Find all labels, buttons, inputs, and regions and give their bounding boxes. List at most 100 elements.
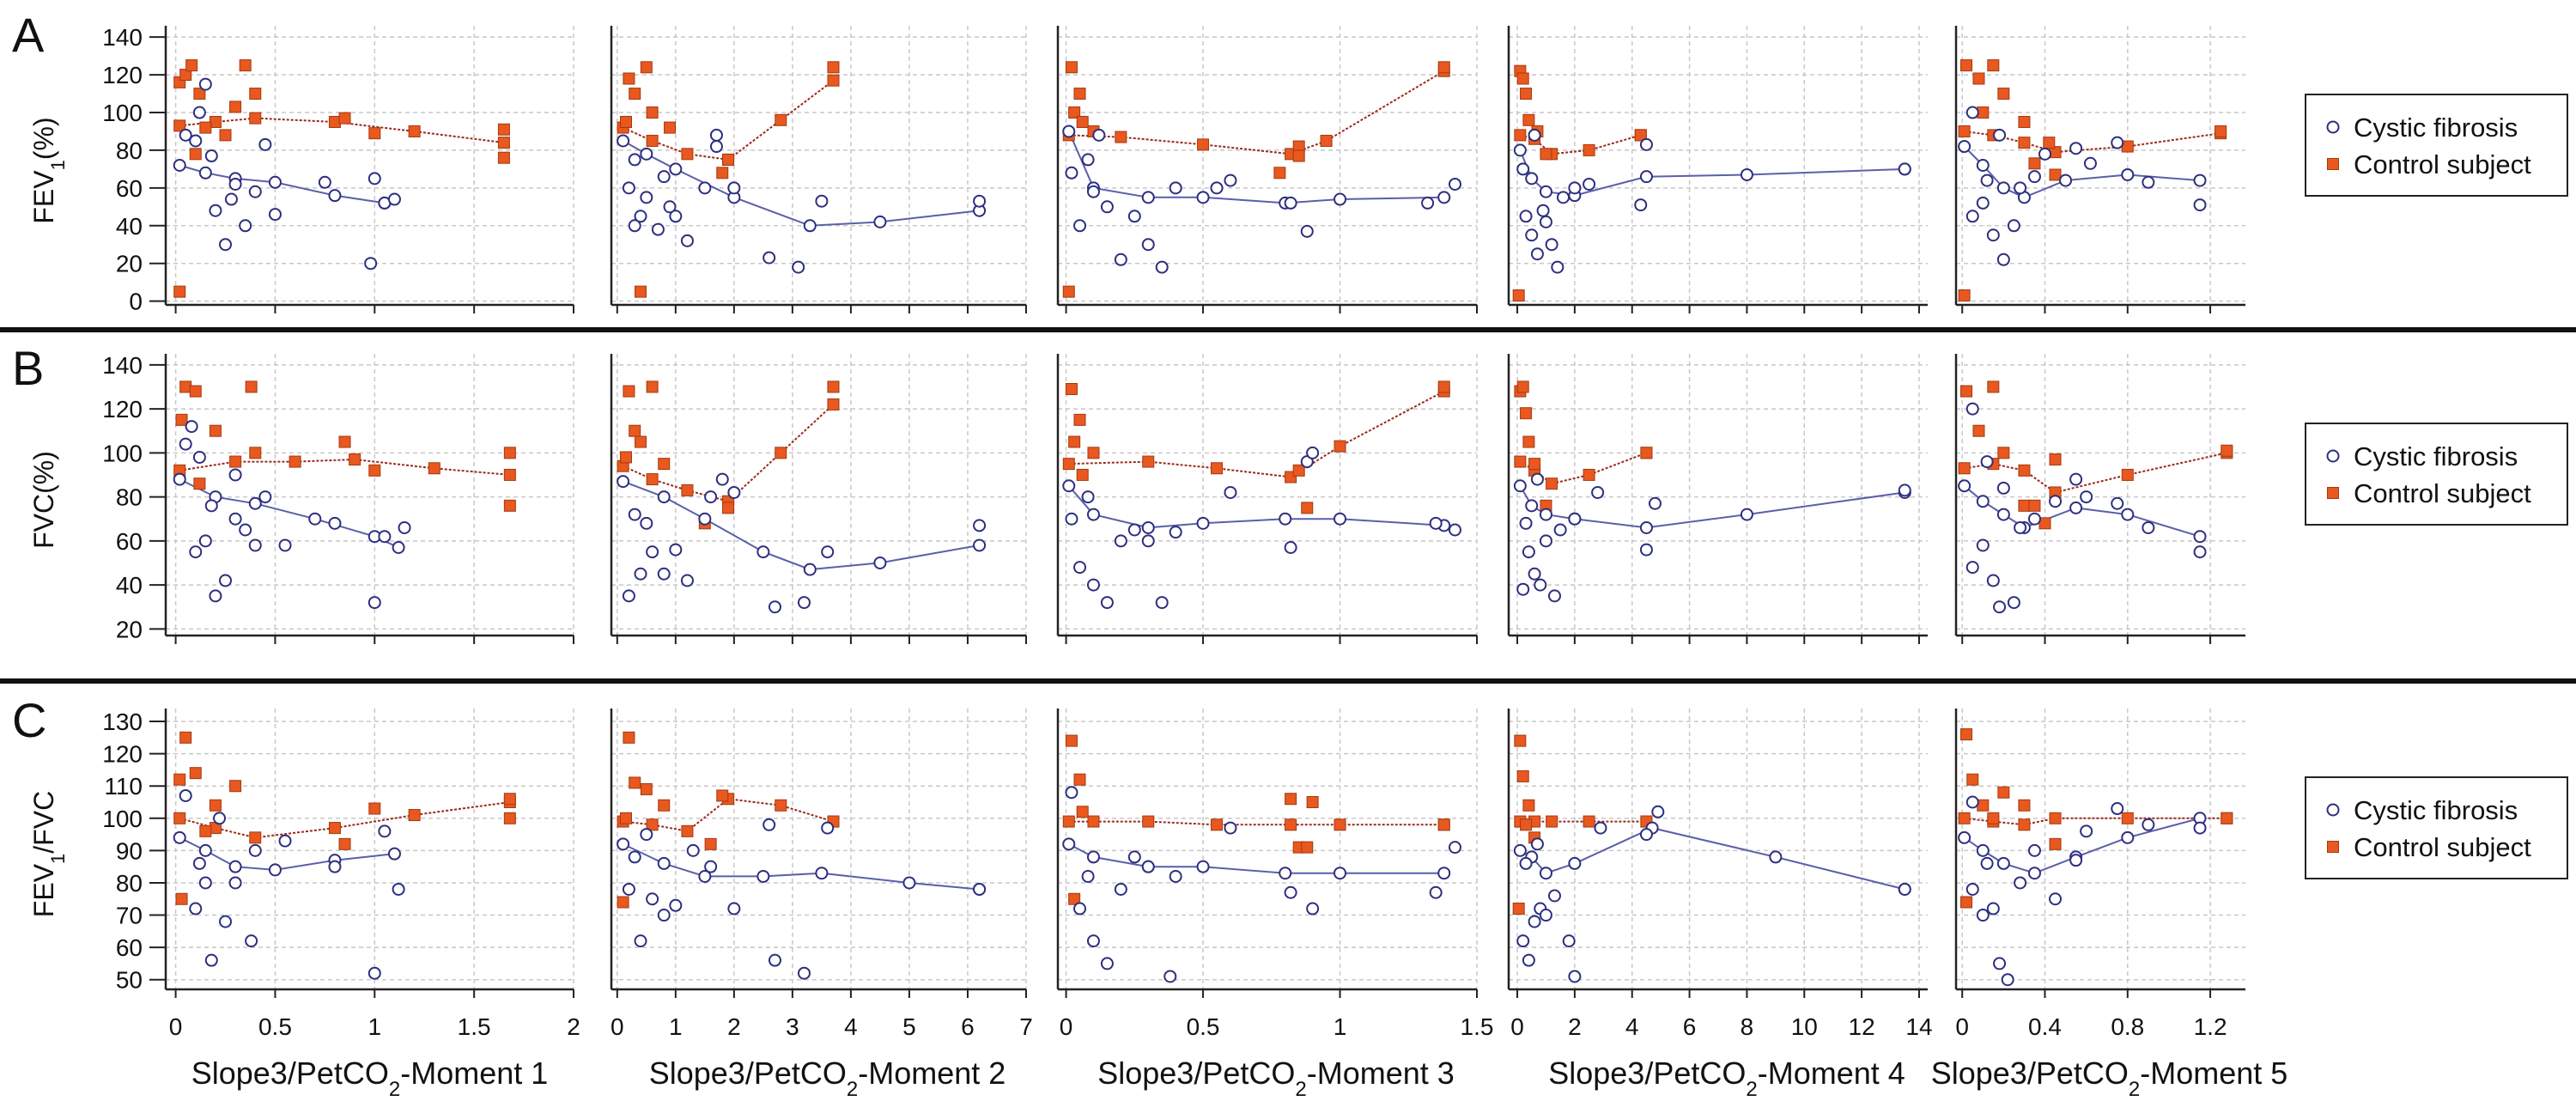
y-tick-label: 80	[116, 870, 143, 897]
cf-point	[1568, 512, 1582, 526]
y-tick-label: 70	[116, 903, 143, 929]
control-trend-line	[623, 798, 834, 832]
y-tick-label: 20	[116, 616, 143, 642]
cf-point	[1127, 210, 1141, 223]
cf-point	[1898, 162, 1911, 176]
control-point	[2018, 115, 2031, 128]
cf-point	[2014, 181, 2027, 195]
control-point	[1068, 106, 1081, 119]
control-point	[1977, 799, 1990, 812]
cf-point	[1284, 885, 1297, 899]
control-point	[1540, 148, 1552, 161]
cf-point	[1073, 902, 1087, 915]
cf-point	[1958, 479, 1971, 493]
cf-point	[1551, 260, 1564, 274]
x-axis-title-subscript: 2	[389, 1078, 400, 1101]
control-point	[173, 773, 186, 786]
cf-point	[1141, 860, 1155, 873]
cf-point	[704, 860, 718, 873]
cf-point	[640, 516, 653, 530]
cf-point	[1740, 508, 1753, 521]
y-tick-label: 110	[104, 773, 143, 800]
control-point	[1512, 289, 1525, 302]
control-point	[646, 380, 659, 393]
cf-point	[1196, 191, 1210, 204]
cf-point	[873, 556, 887, 569]
control-point	[681, 824, 694, 837]
cf-point	[640, 191, 653, 204]
control-point	[629, 88, 641, 100]
control-point	[646, 473, 659, 486]
control-point	[428, 462, 440, 475]
cf-point	[1516, 162, 1530, 176]
control-point	[408, 125, 421, 137]
cf-point	[368, 966, 381, 980]
control-point	[1958, 289, 1971, 302]
cf-point	[756, 869, 770, 883]
control-point	[629, 776, 641, 789]
cf-point	[1169, 526, 1182, 539]
cf-point	[198, 166, 212, 179]
cf-point	[1114, 534, 1127, 548]
cf-point	[1224, 173, 1237, 187]
cf-point	[1306, 446, 1320, 459]
cf-point	[2193, 530, 2207, 544]
control-point	[1583, 143, 1595, 156]
cf-point	[1539, 534, 1552, 548]
control-point	[503, 812, 516, 824]
cf-point	[1513, 143, 1527, 157]
control-point	[229, 780, 242, 793]
cf-point	[1583, 177, 1596, 191]
y-axis-title-subscript: 1	[47, 160, 69, 170]
x-tick-label: 3	[786, 1013, 799, 1040]
control-point	[173, 285, 186, 298]
control-point	[229, 455, 242, 468]
x-tick-label: 5	[902, 1013, 916, 1040]
control-point	[1583, 815, 1595, 828]
control-point	[1514, 129, 1527, 142]
control-point	[640, 61, 653, 74]
y-tick-label: 40	[116, 213, 143, 240]
cf-point	[1065, 512, 1078, 526]
cf-point	[1169, 181, 1182, 195]
cf-point	[1568, 970, 1582, 983]
cf-point	[1169, 869, 1182, 883]
control-point	[635, 435, 647, 448]
cf-point	[2193, 821, 2207, 835]
cf-point	[1224, 821, 1237, 835]
y-axis-title-subscript: 1	[47, 854, 69, 864]
control-point	[1073, 88, 1086, 100]
control-point	[1065, 383, 1078, 395]
control-point	[1210, 818, 1223, 831]
control-point	[338, 112, 351, 125]
control-point	[1115, 131, 1127, 143]
cf-point	[1062, 479, 1076, 493]
cf-point	[1639, 543, 1653, 557]
x-tick-label: 0	[1510, 1013, 1524, 1040]
cf-point	[1996, 252, 2010, 266]
cf-point	[1528, 128, 1541, 142]
x-tick-label: 0	[1060, 1013, 1073, 1040]
cf-point	[1448, 523, 1461, 537]
y-axis-title: FVC(%)	[28, 451, 59, 549]
cf-point	[209, 589, 222, 603]
cf-point	[1986, 902, 2000, 915]
control-point	[722, 153, 735, 166]
cf-point	[2121, 830, 2135, 844]
cf-point	[657, 490, 671, 504]
cf-point	[715, 472, 729, 486]
cf-point	[657, 170, 671, 184]
control-point	[827, 398, 840, 411]
control-point	[716, 167, 729, 179]
control-point	[1142, 815, 1155, 828]
cf-point	[198, 534, 212, 548]
cf-point	[1996, 481, 2010, 495]
cf-point	[1086, 850, 1100, 864]
cf-point	[192, 106, 206, 119]
control-point	[503, 447, 516, 459]
cf-point	[1334, 512, 1347, 526]
cf-point	[2007, 219, 2020, 233]
cf-point	[698, 512, 712, 526]
control-point	[1062, 458, 1075, 471]
